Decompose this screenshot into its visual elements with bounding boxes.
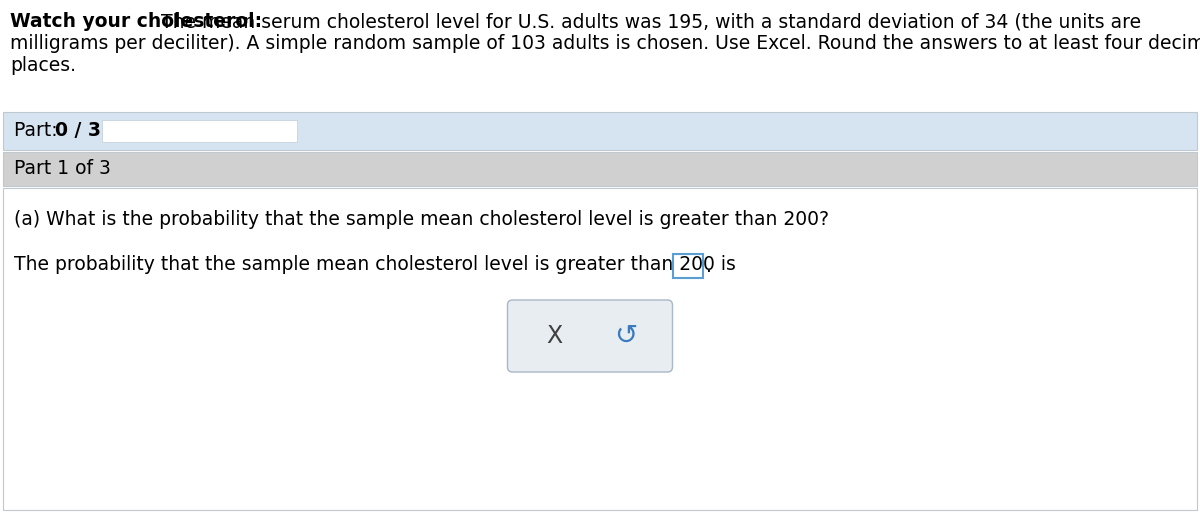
- Text: places.: places.: [10, 56, 76, 75]
- Bar: [2, 152, 1198, 186]
- Text: ↺: ↺: [614, 322, 637, 350]
- Text: milligrams per deciliter). A simple random sample of 103 adults is chosen. Use E: milligrams per deciliter). A simple rand…: [10, 34, 1200, 53]
- Text: Watch your cholesterol:: Watch your cholesterol:: [10, 12, 262, 31]
- Bar: [2, 112, 1198, 150]
- Bar: [673, 254, 703, 278]
- Bar: [2, 188, 1198, 510]
- Text: .: .: [706, 257, 712, 276]
- Text: X: X: [546, 324, 563, 348]
- Bar: [102, 120, 298, 142]
- Text: The probability that the sample mean cholesterol level is greater than 200 is: The probability that the sample mean cho…: [14, 255, 736, 274]
- Text: (a) What is the probability that the sample mean cholesterol level is greater th: (a) What is the probability that the sam…: [14, 210, 829, 229]
- FancyBboxPatch shape: [508, 300, 672, 372]
- Text: 0 / 3: 0 / 3: [55, 121, 101, 140]
- Text: The mean serum cholesterol level for U.S. adults was 195, with a standard deviat: The mean serum cholesterol level for U.S…: [155, 12, 1141, 31]
- Text: Part:: Part:: [14, 121, 64, 140]
- Text: Part 1 of 3: Part 1 of 3: [14, 159, 110, 178]
